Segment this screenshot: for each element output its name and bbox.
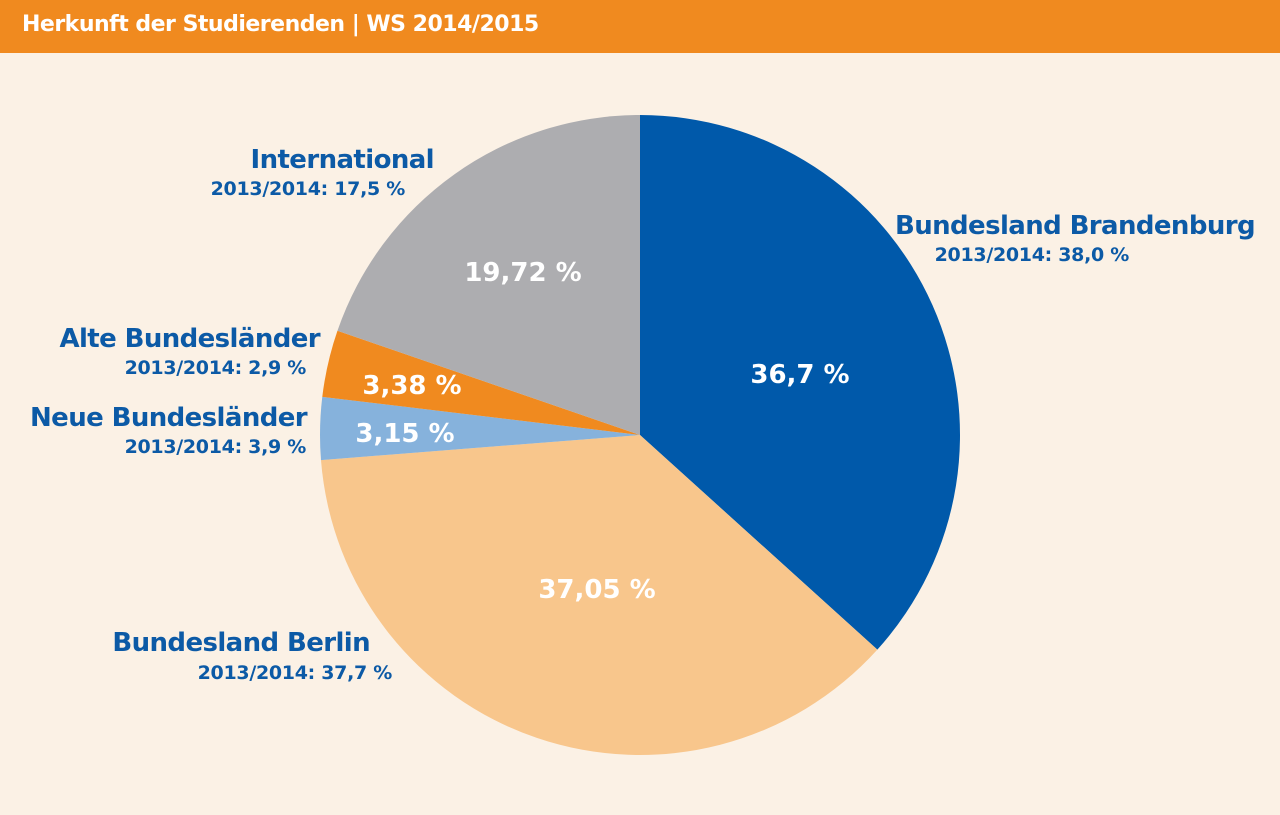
category-label-brandenburg: Bundesland Brandenburg [895,211,1255,241]
pie-slices [320,115,961,755]
category-prev-neue-bundeslaender: 2013/2014: 3,9 % [125,436,307,458]
pie-slice-international [337,115,640,435]
slice-value-label-berlin: 37,05 % [538,575,655,605]
category-label-neue-bundeslaender: Neue Bundesländer [30,403,308,433]
slice-value-label-brandenburg: 36,7 % [750,360,849,390]
chart-title: Herkunft der Studierenden | WS 2014/2015 [22,12,539,37]
slice-value-label-international: 19,72 % [464,258,581,288]
category-label-international: International [251,145,435,175]
chart-header: Herkunft der Studierenden | WS 2014/2015 [0,0,1280,53]
pie-slice-alte-bundeslaender [322,330,640,435]
category-prev-brandenburg: 2013/2014: 38,0 % [935,244,1130,266]
pie-slice-berlin [320,435,878,755]
slice-value-label-alte-bundeslaender: 3,38 % [362,371,461,401]
pie-slice-neue-bundeslaender [320,396,640,461]
category-label-berlin: Bundesland Berlin [112,628,370,658]
slice-value-label-neue-bundeslaender: 3,15 % [355,419,454,449]
category-prev-alte-bundeslaender: 2013/2014: 2,9 % [125,357,307,379]
category-prev-international: 2013/2014: 17,5 % [211,178,406,200]
category-prev-berlin: 2013/2014: 37,7 % [198,662,393,684]
category-label-alte-bundeslaender: Alte Bundesländer [59,324,320,354]
pie-slice-brandenburg [640,115,961,650]
